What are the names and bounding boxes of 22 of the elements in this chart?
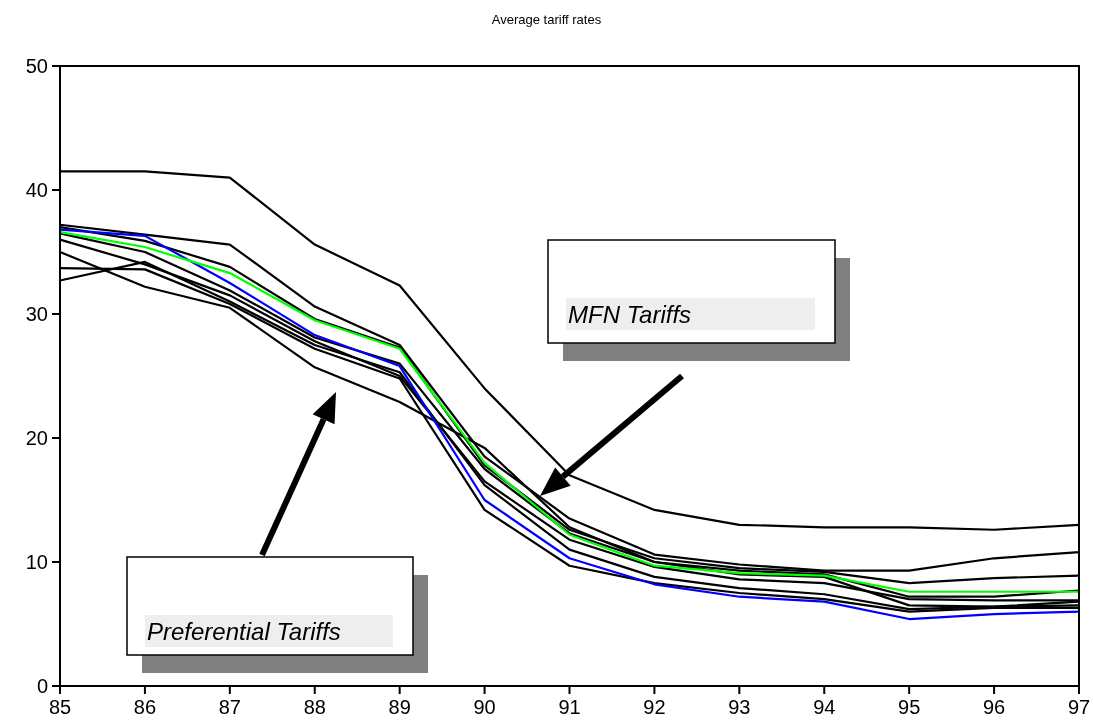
x-tick-label: 94 [813, 696, 836, 718]
x-tick-label: 86 [133, 696, 157, 718]
y-tick-label: 0 [36, 675, 48, 697]
annotation: Preferential Tariffs [147, 618, 341, 645]
x-tick-label: 85 [48, 696, 72, 718]
chart-title: Average tariff rates [491, 12, 602, 27]
x-tick-label: 87 [218, 696, 241, 718]
x-tick-label: 90 [473, 696, 496, 718]
x-tick-label: 91 [558, 696, 581, 718]
y-tick-label: 10 [25, 551, 48, 573]
x-tick-label: 97 [1067, 696, 1091, 718]
x-tick-label: 88 [303, 696, 326, 718]
y-tick-label: 30 [25, 303, 48, 325]
x-tick-label: 96 [982, 696, 1006, 718]
y-tick-label: 20 [25, 427, 48, 449]
x-tick-label: 93 [728, 696, 751, 718]
x-tick-label: 89 [388, 696, 411, 718]
x-tick-label: 92 [643, 696, 666, 718]
annotation: MFN Tariffs [568, 301, 692, 328]
y-tick-label: 50 [25, 55, 48, 77]
x-tick-label: 95 [898, 696, 921, 718]
y-tick-label: 40 [25, 179, 48, 201]
